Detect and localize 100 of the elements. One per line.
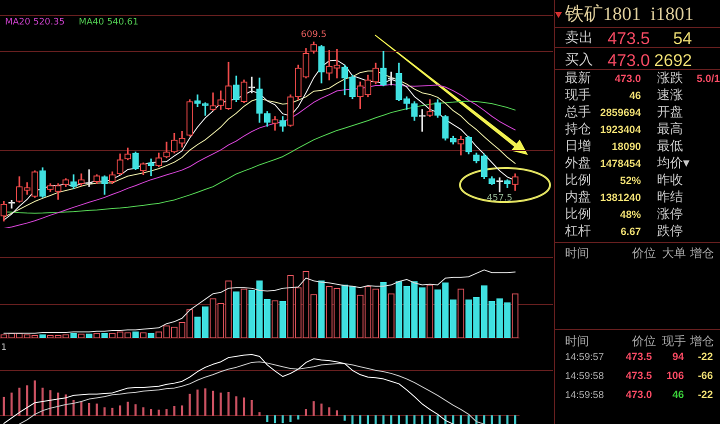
bar bbox=[336, 410, 338, 416]
bar bbox=[242, 398, 246, 416]
bar bbox=[173, 406, 176, 416]
bar bbox=[374, 415, 377, 424]
bar bbox=[204, 388, 206, 416]
text: 昨收 bbox=[657, 173, 683, 189]
text: 大单 bbox=[662, 246, 686, 260]
text: 18090 bbox=[612, 140, 641, 154]
bar bbox=[304, 409, 308, 416]
bar bbox=[142, 407, 144, 416]
bar bbox=[483, 415, 486, 424]
bar bbox=[258, 412, 261, 416]
text: 价位 bbox=[632, 246, 656, 260]
bar bbox=[88, 402, 90, 416]
bar bbox=[18, 388, 20, 416]
text: 内盘 bbox=[565, 190, 591, 206]
bar bbox=[274, 415, 276, 424]
bar bbox=[232, 291, 240, 338]
text: 1 bbox=[1, 342, 7, 353]
bar bbox=[282, 415, 284, 424]
text: 均价▾ bbox=[657, 156, 690, 172]
text: 5.0/1 bbox=[696, 72, 720, 86]
bar bbox=[436, 415, 439, 424]
text: 2859694 bbox=[600, 106, 641, 120]
text: 14:59:58 bbox=[565, 370, 604, 382]
text: 1923404 bbox=[600, 124, 641, 136]
text: -22 bbox=[698, 388, 713, 402]
bar bbox=[150, 409, 152, 416]
text: 杠杆 bbox=[565, 224, 591, 240]
bar bbox=[380, 282, 387, 338]
text: 473.5 bbox=[626, 370, 652, 382]
text: 现手 bbox=[565, 88, 591, 104]
bar bbox=[318, 280, 325, 338]
bar bbox=[468, 415, 470, 424]
bar bbox=[2, 396, 5, 416]
text: 增仓 bbox=[690, 334, 714, 348]
text: 涨跌 bbox=[657, 71, 683, 87]
bar bbox=[279, 300, 286, 338]
text: 涨停 bbox=[657, 207, 683, 223]
bar bbox=[96, 404, 98, 416]
bar bbox=[165, 409, 168, 416]
bar bbox=[434, 289, 441, 338]
text: 1478454 bbox=[600, 158, 641, 170]
bar bbox=[289, 415, 292, 422]
text: 最低 bbox=[657, 139, 683, 155]
text: 473.0 bbox=[626, 388, 652, 402]
text: -22 bbox=[698, 350, 713, 364]
bar bbox=[227, 392, 230, 416]
bar bbox=[344, 415, 346, 421]
bar bbox=[118, 405, 122, 416]
text: -66 bbox=[698, 370, 713, 382]
text: 46 bbox=[672, 388, 684, 402]
bar bbox=[351, 415, 354, 424]
text: 473.5 bbox=[607, 28, 650, 48]
bar bbox=[465, 300, 472, 338]
text: 14:59:57 bbox=[565, 350, 604, 364]
bar bbox=[390, 415, 392, 424]
bar bbox=[126, 402, 129, 416]
bar bbox=[212, 390, 214, 416]
text: 价位 bbox=[632, 334, 656, 348]
text: 最新 bbox=[565, 71, 591, 87]
text: 增仓 bbox=[690, 246, 714, 260]
bar bbox=[498, 415, 501, 424]
bar bbox=[428, 415, 431, 424]
text: 时间 bbox=[565, 246, 589, 260]
text: 473.0 bbox=[614, 72, 641, 86]
bar bbox=[382, 415, 385, 424]
bar bbox=[398, 415, 400, 424]
text: 473.0 bbox=[607, 50, 650, 70]
text: 外盘 bbox=[565, 156, 591, 172]
text: 48% bbox=[620, 208, 641, 222]
text: 持仓 bbox=[565, 122, 591, 138]
text: 比例 bbox=[565, 173, 591, 189]
bar bbox=[134, 404, 137, 416]
text: 昨结 bbox=[657, 190, 683, 206]
bar bbox=[297, 415, 300, 420]
text: 1381240 bbox=[600, 192, 641, 204]
annotation: 457.5 bbox=[486, 194, 513, 204]
text: 现手 bbox=[662, 334, 686, 348]
bar bbox=[111, 408, 114, 416]
text: MA20 520.35 bbox=[5, 17, 65, 28]
text: 比例 bbox=[565, 207, 591, 223]
text: 2692 bbox=[654, 50, 692, 70]
text: 日增 bbox=[565, 139, 591, 155]
bar bbox=[506, 415, 508, 424]
bar bbox=[328, 407, 330, 416]
text: 铁矿1801 i1801 bbox=[565, 3, 694, 27]
text: 54 bbox=[673, 28, 692, 48]
bar bbox=[266, 415, 268, 422]
bar bbox=[413, 415, 416, 424]
text: 46 bbox=[629, 90, 641, 102]
text: 买入 bbox=[565, 51, 593, 69]
bar bbox=[180, 405, 184, 416]
bar bbox=[250, 400, 253, 416]
bar bbox=[10, 392, 13, 416]
text: MA40 540.61 bbox=[78, 17, 138, 28]
text: 6.67 bbox=[620, 226, 641, 238]
bar bbox=[235, 396, 238, 416]
bar bbox=[158, 410, 160, 416]
bar bbox=[220, 392, 222, 416]
